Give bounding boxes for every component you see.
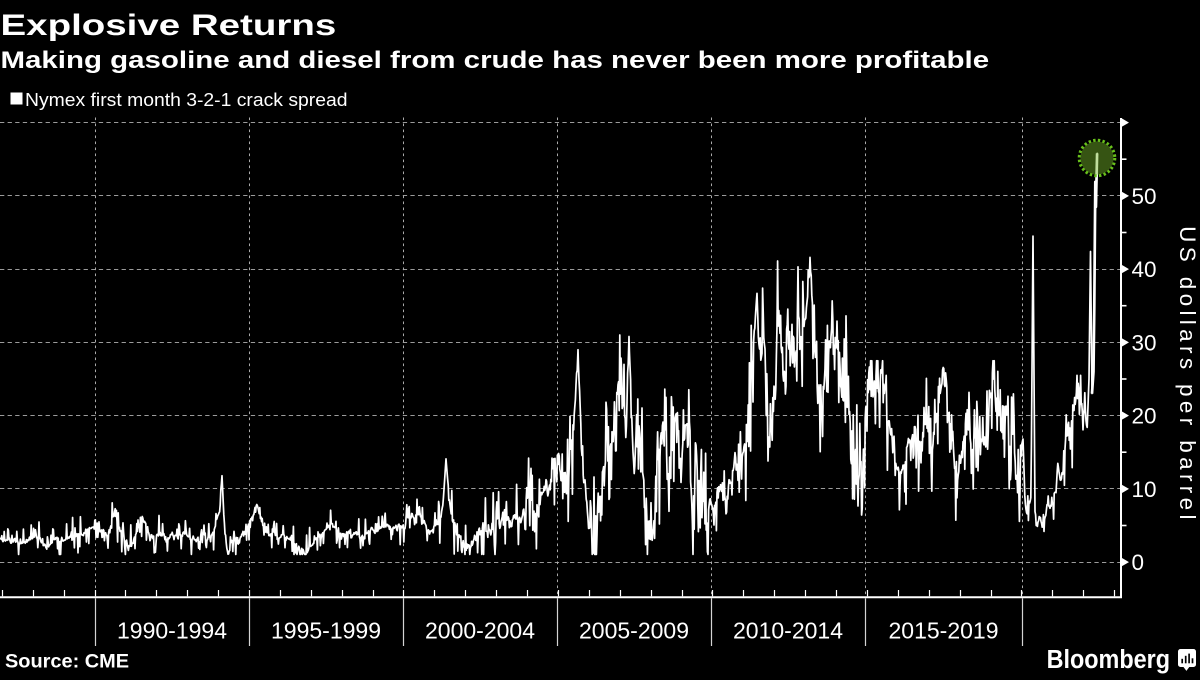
- svg-text:US dollars per barrel: US dollars per barrel: [1175, 226, 1200, 524]
- svg-text:40: 40: [1132, 257, 1157, 282]
- svg-text:20: 20: [1132, 404, 1157, 429]
- svg-text:Explosive Returns: Explosive Returns: [1, 9, 337, 42]
- svg-text:2010-2014: 2010-2014: [733, 618, 843, 644]
- svg-text:50: 50: [1132, 184, 1157, 209]
- svg-text:30: 30: [1132, 330, 1157, 355]
- svg-text:1990-1994: 1990-1994: [117, 618, 227, 644]
- svg-text:0: 0: [1132, 550, 1145, 575]
- svg-text:Nymex first month 3-2-1 crack: Nymex first month 3-2-1 crack spread: [25, 90, 347, 111]
- svg-text:10: 10: [1132, 477, 1157, 502]
- svg-text:Making gasoline and diesel fro: Making gasoline and diesel from crude ha…: [1, 47, 990, 74]
- svg-text:2005-2009: 2005-2009: [579, 618, 689, 644]
- svg-text:1995-1999: 1995-1999: [271, 618, 381, 644]
- svg-text:Bloomberg: Bloomberg: [1047, 646, 1170, 674]
- svg-text:2000-2004: 2000-2004: [425, 618, 535, 644]
- svg-text:Source: CME: Source: CME: [5, 651, 129, 672]
- svg-text:2015-2019: 2015-2019: [889, 618, 999, 644]
